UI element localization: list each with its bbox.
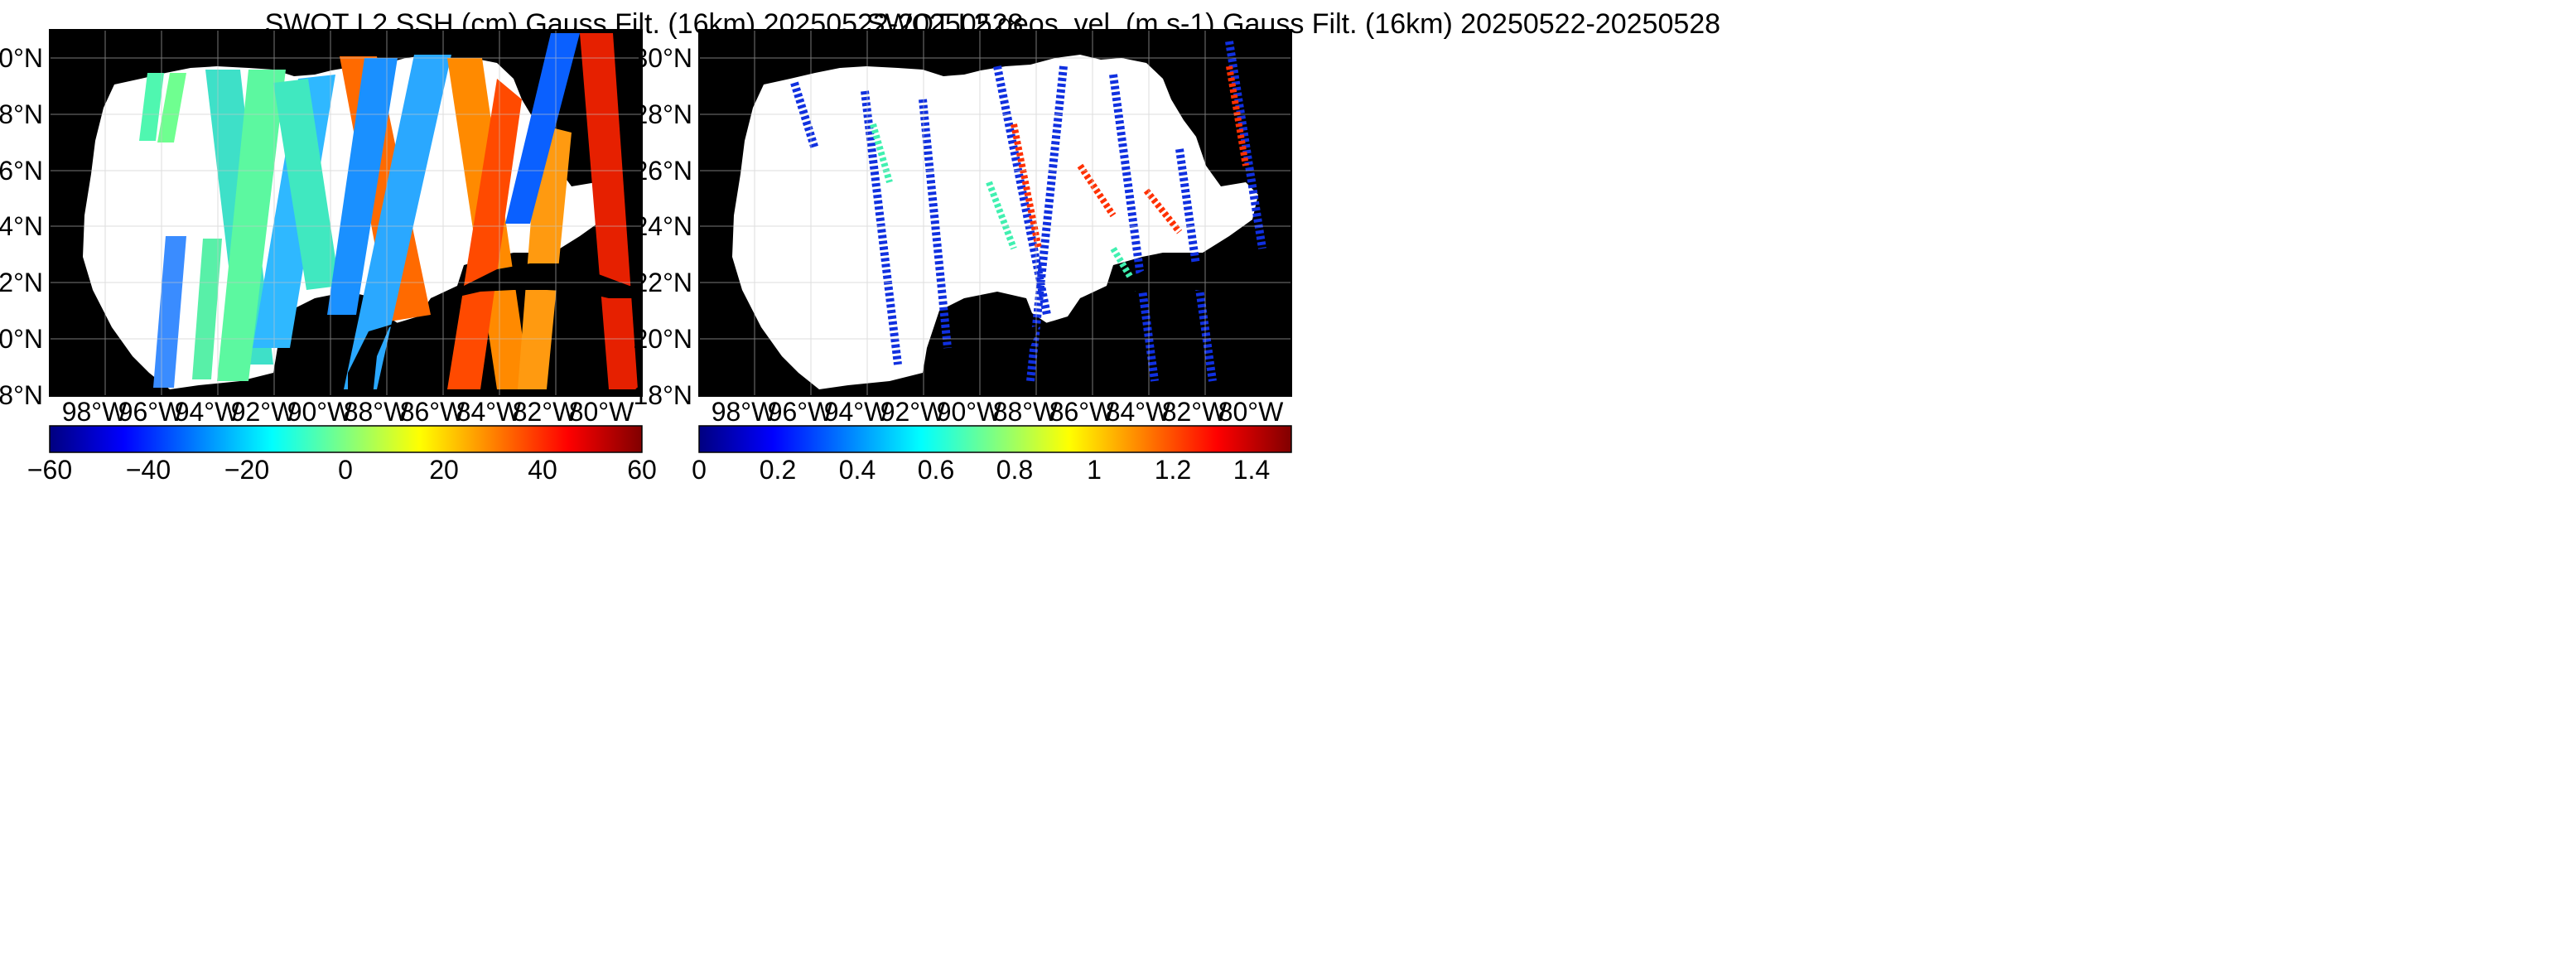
gulf-ocean [732, 55, 1258, 389]
ssh-coastline [348, 263, 642, 396]
colorbar-tick-label: 60 [627, 455, 657, 485]
colorbar-tick-label: 1.2 [1155, 455, 1191, 485]
ssh-panel: SWOT L2 SSH (cm) Gauss Filt. (16km) 2025… [0, 8, 1023, 485]
lon-tick-label: 94°W [175, 397, 240, 427]
lon-tick-label: 86°W [400, 397, 466, 427]
lat-tick-labels: 30°N 28°N 26°N 24°N 22°N 20°N 18°N [634, 43, 693, 410]
lat-tick-label: 30°N [0, 43, 43, 73]
lon-tick-label: 92°W [880, 397, 946, 427]
colorbar-tick-labels: 0 0.2 0.4 0.6 0.8 1 1.2 1.4 [692, 455, 1270, 485]
swath [580, 33, 638, 389]
lat-tick-label: 22°N [0, 268, 43, 297]
velocity-coastline [997, 263, 1291, 396]
colorbar-gradient [698, 425, 1292, 453]
lon-tick-label: 96°W [118, 397, 184, 427]
lat-tick-label: 22°N [634, 268, 693, 297]
colorbar-tick-labels: −60 −40 −20 0 20 40 60 [27, 455, 657, 485]
lon-tick-label: 94°W [824, 397, 890, 427]
swath [518, 124, 572, 389]
lat-tick-label: 24°N [634, 211, 693, 241]
colorbar-tick-label: 0.6 [918, 455, 954, 485]
lat-tick-label: 18°N [634, 380, 693, 410]
lon-tick-label: 92°W [231, 397, 297, 427]
colorbar-gradient [49, 425, 643, 453]
lon-tick-label: 80°W [569, 397, 634, 427]
lon-tick-label: 88°W [993, 397, 1059, 427]
lon-tick-labels: 98°W 96°W 94°W 92°W 90°W 88°W 86°W 84°W … [62, 397, 634, 427]
lat-tick-label: 26°N [634, 156, 693, 186]
ssh-gridlines [50, 30, 642, 396]
lon-tick-label: 84°W [1106, 397, 1171, 427]
swath [273, 79, 340, 290]
colorbar-tick-label: 1 [1087, 455, 1102, 485]
velocity-gridlines [699, 30, 1291, 396]
lat-tick-label: 20°N [634, 324, 693, 354]
lon-tick-labels: 98°W 96°W 94°W 92°W 90°W 88°W 86°W 84°W … [712, 397, 1284, 427]
swath [344, 55, 451, 389]
swath [139, 73, 164, 141]
colorbar-tick-label: −20 [224, 455, 269, 485]
colorbar-tick-label: 0.4 [839, 455, 876, 485]
swath [157, 73, 186, 142]
swath [327, 58, 398, 315]
lat-tick-labels: 30°N 28°N 26°N 24°N 22°N 20°N 18°N [0, 43, 43, 410]
colorbar-tick-label: 1.4 [1233, 455, 1270, 485]
colorbar-tick-label: 0.8 [996, 455, 1033, 485]
map-frame [49, 29, 643, 397]
lon-tick-label: 82°W [513, 397, 578, 427]
ssh-colorbar: −60 −40 −20 0 20 40 60 [27, 425, 657, 485]
swath [192, 239, 222, 379]
lat-tick-label: 18°N [0, 380, 43, 410]
swath [505, 33, 580, 224]
lat-tick-label: 30°N [634, 43, 693, 73]
velocity-map: 30°N 28°N 26°N 24°N 22°N 20°N 18°N 98°W … [634, 29, 1292, 427]
colorbar-tick-label: 0 [692, 455, 707, 485]
lon-tick-label: 88°W [344, 397, 409, 427]
ssh-figure: 30°N 28°N 26°N 24°N 22°N 20°N 18°N 98°W … [0, 29, 657, 485]
ssh-map: 30°N 28°N 26°N 24°N 22°N 20°N 18°N 98°W … [0, 29, 643, 427]
lon-tick-label: 80°W [1218, 397, 1284, 427]
lon-tick-label: 96°W [768, 397, 833, 427]
lat-tick-label: 28°N [634, 99, 693, 129]
lon-tick-label: 90°W [937, 397, 1002, 427]
lat-tick-label: 24°N [0, 211, 43, 241]
velocity-panel: SWOT L2 geos. vel. (m s-1) Gauss Filt. (… [634, 0, 1937, 961]
swath [217, 70, 286, 381]
colorbar-tick-label: 0.2 [760, 455, 796, 485]
colorbar-tick-label: 40 [528, 455, 557, 485]
lon-tick-label: 98°W [62, 397, 128, 427]
lat-tick-label: 20°N [0, 324, 43, 354]
colorbar-tick-label: −60 [27, 455, 72, 485]
colorbar-tick-label: 0 [338, 455, 353, 485]
velocity-colorbar: 0 0.2 0.4 0.6 0.8 1 1.2 1.4 [692, 425, 1292, 485]
lon-tick-label: 98°W [712, 397, 777, 427]
map-frame [698, 29, 1292, 397]
colorbar-tick-label: −40 [126, 455, 171, 485]
lon-tick-label: 86°W [1049, 397, 1115, 427]
velocity-figure: 30°N 28°N 26°N 24°N 22°N 20°N 18°N 98°W … [634, 29, 1292, 485]
lon-tick-label: 84°W [456, 397, 522, 427]
lat-tick-label: 26°N [0, 156, 43, 186]
lon-tick-label: 90°W [287, 397, 353, 427]
lat-tick-label: 28°N [0, 99, 43, 129]
swath [447, 79, 522, 389]
colorbar-tick-label: 20 [429, 455, 459, 485]
lon-tick-label: 82°W [1162, 397, 1228, 427]
